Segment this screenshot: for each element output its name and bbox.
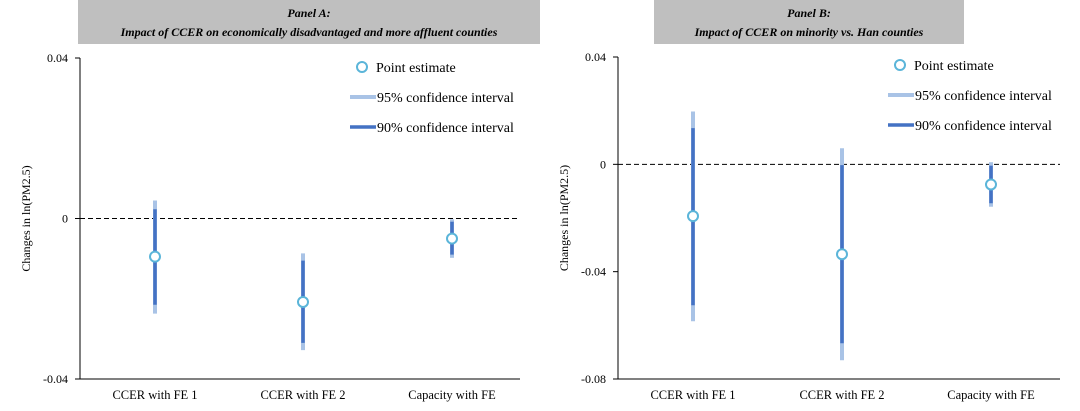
legend: Point estimate 95% confidence interval 90%… (888, 59, 1052, 134)
y-axis-label: Changes in ln(PM2.5) (557, 165, 571, 271)
y-tick-label: -0.04 (581, 265, 606, 279)
panel-title-label: Panel B: (787, 6, 831, 20)
x-category-label: CCER with FE 1 (650, 388, 735, 402)
legend-label: Point estimate (914, 59, 994, 74)
legend: Point estimate 95% confidence interval 90%… (350, 61, 514, 136)
x-category-label: Capacity with FE (408, 388, 496, 402)
panel-title-label: Panel A: (287, 6, 330, 20)
legend-label: 90% confidence interval (377, 121, 514, 136)
y-tick-label: 0 (600, 157, 606, 171)
point-estimate-marker (985, 178, 997, 191)
x-category-label: Capacity with FE (947, 388, 1035, 402)
point-estimate-marker (297, 295, 309, 308)
legend-label: Point estimate (376, 61, 456, 76)
y-tick-label: 0 (62, 212, 68, 226)
legend-label: 90% confidence interval (915, 119, 1052, 134)
x-category-label: CCER with FE 2 (260, 388, 345, 402)
y-tick-label: -0.04 (43, 372, 68, 386)
y-tick-label: 0.04 (47, 51, 68, 65)
legend-label: 95% confidence interval (377, 91, 514, 106)
point-estimate-marker (836, 248, 848, 261)
panel-b: Panel B: Impact of CCER on minority vs. H… (557, 0, 1060, 402)
panel-subtitle: Impact of CCER on minority vs. Han count… (694, 25, 924, 39)
legend-point-marker (356, 61, 368, 73)
panel-subtitle: Impact of CCER on economically disadvant… (120, 25, 498, 39)
y-tick-label: 0.04 (585, 50, 606, 64)
point-estimate-marker (149, 250, 161, 263)
legend-label: 95% confidence interval (915, 89, 1052, 104)
x-category-label: CCER with FE 1 (112, 388, 197, 402)
point-estimate-marker (687, 210, 699, 223)
x-category-label: CCER with FE 2 (799, 388, 884, 402)
y-axis-label: Changes in ln(PM2.5) (19, 165, 33, 271)
panel-a: Panel A: Impact of CCER on economically d… (19, 0, 540, 402)
point-estimate-marker (446, 232, 458, 245)
panel-header-background (654, 0, 964, 44)
panel-header-background (78, 0, 540, 44)
y-tick-label: -0.08 (581, 372, 606, 386)
legend-point-marker (894, 59, 906, 71)
